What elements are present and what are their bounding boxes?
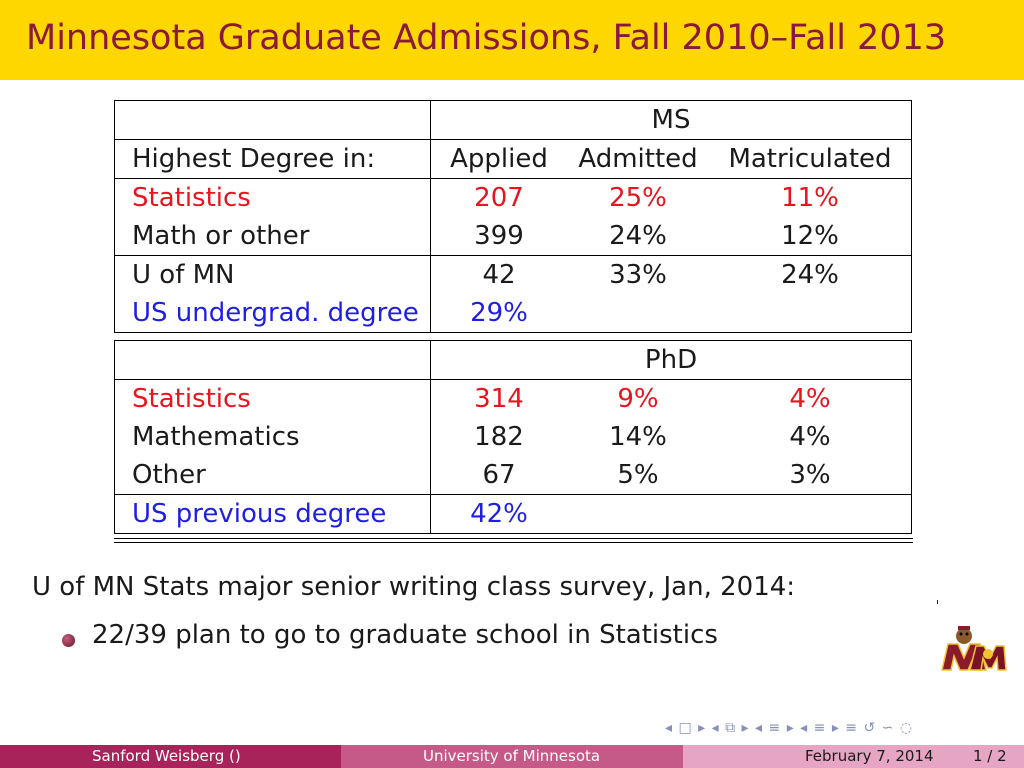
row-label: Other [114, 456, 431, 495]
row-label: US previous degree [114, 494, 431, 534]
footer-institution: University of Minnesota [423, 747, 601, 765]
empty-cell [567, 495, 709, 534]
table-row: Mathematics 182 14% 4% [114, 418, 912, 456]
phd-header: PhD [430, 340, 912, 380]
footer-page-number: 1 / 2 [973, 747, 1007, 765]
survey-heading: U of MN Stats major senior writing class… [32, 572, 796, 602]
bullet-text: 22/39 plan to go to graduate school in S… [92, 620, 718, 650]
phd-table: PhD Statistics 314 9% 4% Mathematics 182… [114, 340, 912, 534]
admitted-cell: 24% [567, 217, 709, 256]
applied-cell: 399 [430, 217, 567, 256]
matriculated-cell: 12% [709, 217, 912, 256]
row-label: U of MN [114, 255, 431, 294]
row-label: Statistics [114, 178, 431, 217]
phd-header-blank [114, 340, 431, 380]
applied-cell: 207 [474, 183, 524, 213]
table-row: Math or other 399 24% 12% [114, 217, 912, 256]
title-bar: Minnesota Graduate Admissions, Fall 2010… [0, 0, 1024, 80]
footer-date-section: February 7, 2014 1 / 2 [683, 745, 1024, 768]
matriculated-cell: 11% [781, 183, 839, 213]
slide-title: Minnesota Graduate Admissions, Fall 2010… [26, 18, 947, 58]
admitted-cell: 5% [567, 456, 709, 495]
row-label: Statistics [114, 379, 431, 418]
footer-author-section: Sanford Weisberg () [0, 745, 341, 768]
ms-header: MS [430, 100, 912, 140]
applied-cell: 314 [474, 384, 524, 414]
ms-column-row: Highest Degree in: Applied Admitted Matr… [114, 139, 912, 179]
ms-header-row: MS [114, 100, 912, 140]
applied-cell: 42% [470, 499, 528, 529]
admitted-cell: 25% [609, 183, 667, 213]
row-label: Mathematics [114, 418, 431, 456]
table-row: U of MN 42 33% 24% [114, 255, 912, 294]
applied-cell: 29% [470, 298, 528, 328]
footer-institution-section: University of Minnesota [341, 745, 683, 768]
table-bottom-rule [114, 538, 913, 543]
row-label: Math or other [114, 217, 431, 256]
row-label: US undergrad. degree [114, 294, 431, 333]
footer-date: February 7, 2014 [805, 747, 934, 765]
admitted-cell: 33% [609, 260, 667, 290]
phd-header-row: PhD [114, 340, 912, 380]
table-row: US undergrad. degree 29% [114, 294, 912, 333]
table-row: Statistics 314 9% 4% [114, 379, 912, 418]
col-highest-degree: Highest Degree in: [114, 139, 431, 179]
gopher-logo-icon [941, 626, 1007, 671]
admitted-cell: 14% [609, 422, 667, 452]
table-row: US previous degree 42% [114, 494, 912, 534]
applied-cell: 67 [430, 456, 567, 495]
footer-author: Sanford Weisberg () [92, 747, 241, 765]
matriculated-cell: 3% [709, 456, 912, 495]
stray-mark [937, 600, 938, 604]
footer-bar: Sanford Weisberg () University of Minnes… [0, 745, 1024, 768]
beamer-navigation[interactable]: ◂ □ ▸ ◂ ⧉ ▸ ◂ ≡ ▸ ◂ ≡ ▸ ≡ ↺ ∽ ◌ [665, 720, 914, 736]
admitted-cell: 9% [617, 384, 659, 414]
ms-header-blank [114, 100, 431, 140]
ms-table: MS Highest Degree in: Applied Admitted M… [114, 100, 912, 333]
matriculated-cell: 24% [781, 260, 839, 290]
empty-cell [567, 294, 709, 333]
applied-cell: 182 [474, 422, 524, 452]
table-row: Other 67 5% 3% [114, 456, 912, 495]
bullet-icon [62, 634, 75, 647]
col-admitted: Admitted [567, 139, 709, 179]
matriculated-cell: 4% [789, 422, 831, 452]
col-applied: Applied [430, 139, 567, 179]
table-row: Statistics 207 25% 11% [114, 178, 912, 217]
empty-cell [709, 495, 912, 534]
empty-cell [709, 294, 912, 333]
col-matriculated: Matriculated [709, 139, 912, 179]
applied-cell: 42 [482, 260, 516, 290]
matriculated-cell: 4% [789, 384, 831, 414]
